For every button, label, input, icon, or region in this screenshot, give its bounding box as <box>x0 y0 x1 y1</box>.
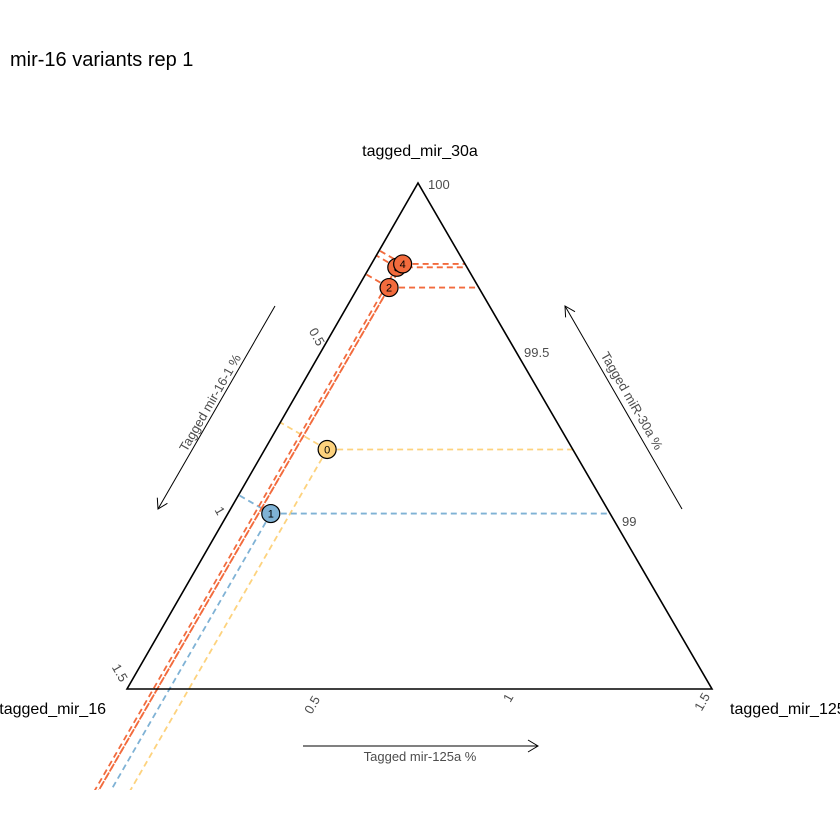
bottom-tick-1: 1 <box>500 691 517 705</box>
data-points: 01234 <box>261 254 413 524</box>
guide-line-1-bottom <box>110 513 272 790</box>
bottom-axis-arrowhead <box>527 739 539 753</box>
guide-line-2-bottom <box>97 287 390 790</box>
vertex-label-top: tagged_mir_30a <box>362 143 478 160</box>
guide-line-4-bottom <box>97 263 404 790</box>
right-tick-100: 100 <box>428 177 450 192</box>
right-tick-99.5: 99.5 <box>524 345 549 360</box>
bottom-tick-0.5: 0.5 <box>301 693 323 716</box>
left-axis-arrowhead <box>156 497 168 510</box>
data-point-1 <box>261 503 281 524</box>
bottom-tick-1.5: 1.5 <box>691 690 713 713</box>
left-tick-1: 1 <box>212 504 229 518</box>
bottom-axis-title: Tagged mir-125a % <box>364 749 477 764</box>
data-point-4 <box>393 254 413 274</box>
right-axis-arrow <box>564 305 683 510</box>
left-tick-1.5: 1.5 <box>109 661 131 684</box>
data-point-2 <box>379 277 399 298</box>
ternary-triangle <box>125 181 714 690</box>
left-axis-arrow <box>157 305 276 510</box>
vertex-label-right: tagged_mir_125a <box>730 701 840 718</box>
right-axis-arrowhead <box>564 305 576 318</box>
guide-lines <box>93 249 611 790</box>
chart-title: mir-16 variants rep 1 <box>10 49 193 71</box>
right-axis-title: Tagged miR-30a % <box>598 349 666 453</box>
guide-line-0-bottom <box>129 449 328 790</box>
guide-line-3-bottom <box>93 266 398 790</box>
data-point-label-4: 4 <box>400 259 406 271</box>
right-tick-99: 99 <box>622 514 636 529</box>
data-point-label-0: 0 <box>324 444 330 456</box>
data-point-label-1: 1 <box>268 509 274 521</box>
data-point-label-2: 2 <box>386 283 392 295</box>
left-axis-title: Tagged mir-16-1 % <box>176 351 244 454</box>
guide-line-1-left <box>238 494 272 515</box>
vertex-label-left: tagged_mir_16 <box>0 701 106 718</box>
data-point-0 <box>317 439 337 460</box>
guide-line-0-left <box>279 421 328 451</box>
